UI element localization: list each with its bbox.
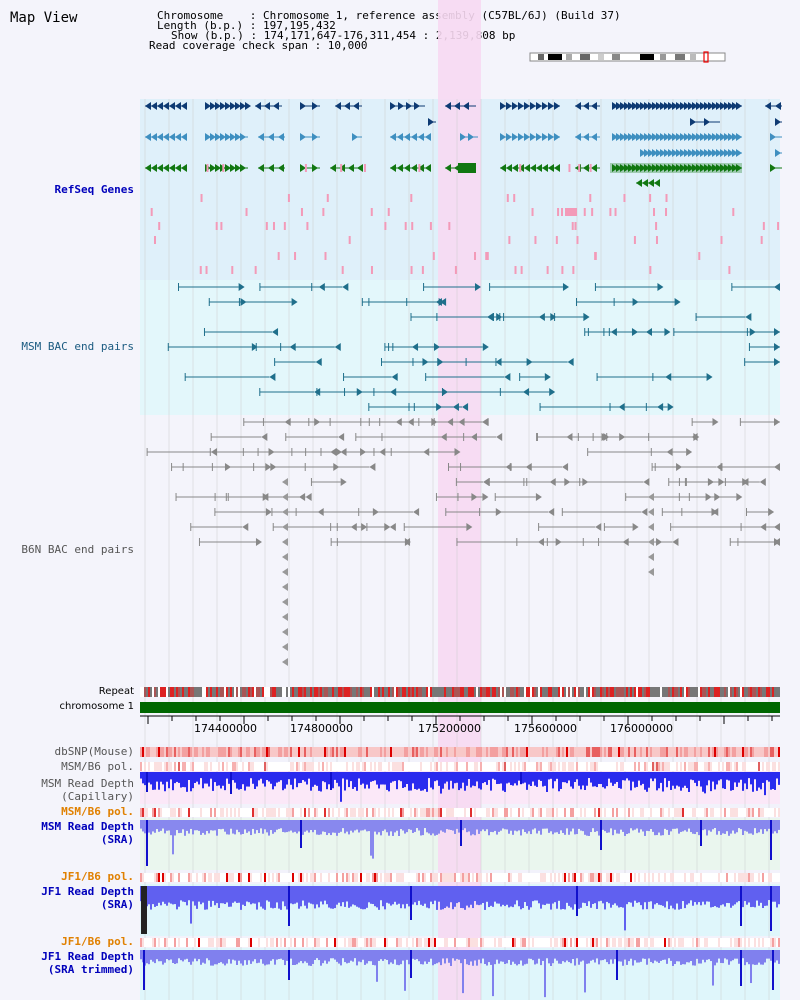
track-label-msm-b6-pol-1[interactable]: MSM/B6 pol.	[61, 760, 134, 773]
track-label-dbsnp[interactable]: dbSNP(Mouse)	[54, 745, 134, 758]
track-label-msm-depth-cap-2: (Capillary)	[61, 790, 134, 803]
track-label-jf1-depth-sra-2: (SRA)	[100, 898, 134, 911]
ideogram-position-marker	[703, 51, 709, 63]
track-label-jf1-depth-sra-1[interactable]: JF1 Read Depth	[41, 885, 134, 898]
track-label-refseq[interactable]: RefSeq Genes	[54, 183, 134, 196]
axis-tick-label: 175200000	[418, 722, 481, 735]
track-label-chromosome[interactable]: chromosome 1	[59, 701, 134, 712]
track-label-jf1-depth-trim-1[interactable]: JF1 Read Depth	[41, 950, 134, 963]
axis-tick-label: 175600000	[514, 722, 577, 735]
selected-region-highlight	[438, 0, 481, 1000]
axis-tick-label: 176000000	[610, 722, 673, 735]
track-label-msm-bac[interactable]: MSM BAC end pairs	[21, 340, 134, 353]
track-label-msm-depth-cap-1[interactable]: MSM Read Depth	[41, 777, 134, 790]
axis-tick-label: 174800000	[290, 722, 353, 735]
region-info: Chromosome : Chromosome 1, reference ass…	[149, 10, 621, 65]
jf1-sra-depth-start	[141, 886, 147, 934]
jf1-sra-depth	[140, 886, 780, 887]
track-label-jf1-depth-trim-2: (SRA trimmed)	[47, 963, 134, 976]
page-title: Map View	[10, 10, 78, 26]
coverage-span-info: Read coverage check span : 10,000	[149, 39, 368, 52]
chromosome-bar	[140, 702, 780, 713]
track-label-b6n-bac[interactable]: B6N BAC end pairs	[21, 543, 134, 556]
track-label-jf1-b6-pol-1[interactable]: JF1/B6 pol.	[61, 870, 134, 883]
track-label-msm-b6-pol-2[interactable]: MSM/B6 pol.	[61, 805, 134, 818]
length-info: Length (b.p.) : 197,195,432	[157, 19, 336, 32]
track-label-repeat[interactable]: Repeat	[98, 686, 134, 697]
msm-capillary-depth	[140, 772, 780, 773]
jf1-trim-depth	[140, 950, 780, 951]
chromosome-ideogram	[529, 52, 726, 62]
track-label-msm-depth-sra-2: (SRA)	[100, 833, 134, 846]
track-label-jf1-b6-pol-2[interactable]: JF1/B6 pol.	[61, 935, 134, 948]
axis-tick-label: 174400000	[194, 722, 257, 735]
track-label-msm-depth-sra-1[interactable]: MSM Read Depth	[41, 820, 134, 833]
